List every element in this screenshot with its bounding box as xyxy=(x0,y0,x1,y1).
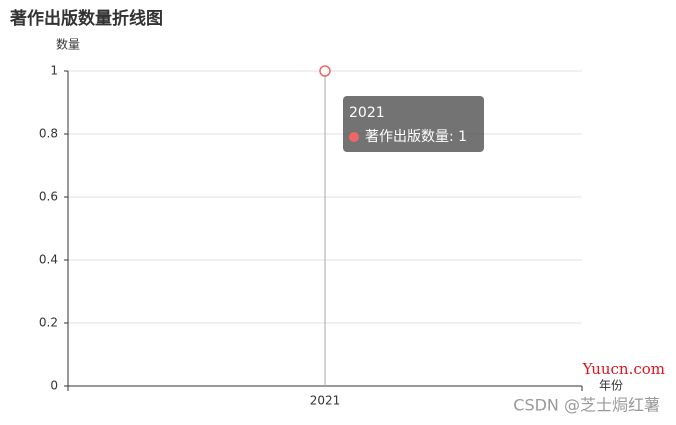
tooltip: 2021 著作出版数量: 1 xyxy=(343,96,484,152)
tooltip-box xyxy=(343,96,484,152)
x-tick-label: 2021 xyxy=(310,394,341,408)
tooltip-label: 著作出版数量: 1 xyxy=(365,129,467,145)
y-tick-label: 0.6 xyxy=(39,190,58,204)
y-tick-label: 0.2 xyxy=(39,316,58,330)
point xyxy=(319,65,331,77)
tooltip-marker xyxy=(349,132,359,142)
x-axis-label: 年份 xyxy=(599,379,623,393)
tooltip-title: 2021 xyxy=(349,105,385,121)
y-tick-label: 0 xyxy=(50,379,58,393)
y-axis-label: 数量 xyxy=(56,37,80,52)
chart-title: 著作出版数量折线图 xyxy=(10,8,163,29)
y-tick-label: 0.8 xyxy=(39,127,58,141)
y-tick-label: 1 xyxy=(50,64,58,78)
watermark: CSDN @芝士焗红薯 xyxy=(513,396,660,415)
y-tick-label: 0.4 xyxy=(39,253,58,267)
watermark: Yuucn.com xyxy=(582,360,665,378)
